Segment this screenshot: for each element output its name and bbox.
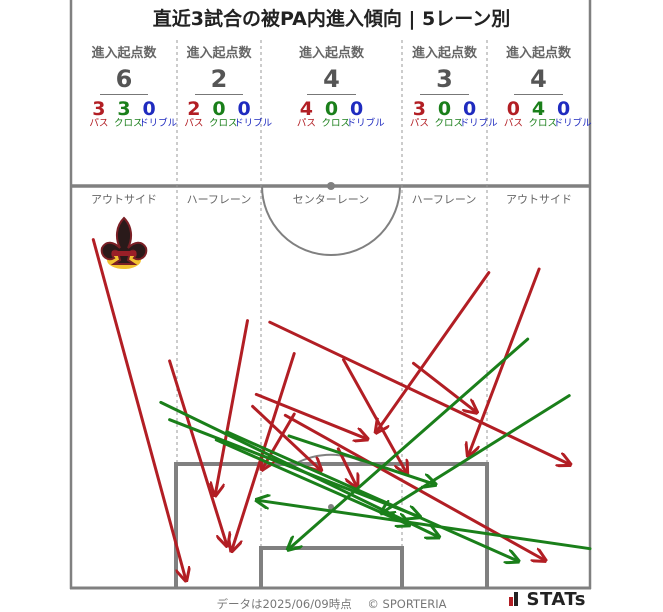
lane-3-dribble-label: ドリブル bbox=[346, 118, 385, 129]
lane-3-dribble-count: 0 bbox=[349, 98, 364, 120]
pass-arrow-6 bbox=[251, 404, 321, 469]
cross-arrow-8 bbox=[289, 337, 530, 549]
lane-name-2: ハーフレーン bbox=[186, 193, 252, 206]
lane-2-cross-label: クロス bbox=[209, 118, 238, 129]
center-spot bbox=[327, 182, 335, 190]
brand-logo: STATs bbox=[508, 589, 586, 610]
lane-3-cross-label: クロス bbox=[321, 118, 351, 129]
lane-1-cross-count: 3 bbox=[117, 98, 131, 120]
cross-arrow-3 bbox=[214, 438, 408, 525]
cross-arrow-6 bbox=[258, 500, 592, 551]
copyright: © SPORTERIA bbox=[367, 597, 447, 611]
lane-2-dribble-count: 0 bbox=[237, 98, 251, 120]
lane-2-cross-count: 0 bbox=[212, 98, 226, 120]
lane-name-5: アウトサイド bbox=[506, 193, 572, 206]
lane-header-2: 進入起点数 2 2 パス 0 クロス 0 ドリブル bbox=[177, 42, 273, 129]
pass-arrow-11 bbox=[268, 320, 569, 464]
lane-3-label: 進入起点数 bbox=[298, 46, 364, 61]
chart-title: 直近3試合の被PA内進入傾向 | 5レーン別 bbox=[152, 8, 511, 30]
pass-arrow-9 bbox=[336, 447, 356, 486]
lane-5-cross-label: クロス bbox=[528, 118, 558, 129]
lane-2-label: 進入起点数 bbox=[186, 46, 252, 61]
lane-header-4: 進入起点数 3 3 パス 0 クロス 0 ドリブル bbox=[402, 42, 498, 129]
lane-1-total: 6 bbox=[99, 65, 149, 95]
lane-4-dribble-label: ドリブル bbox=[459, 118, 498, 129]
lane-5-cross-count: 4 bbox=[531, 98, 546, 120]
pass-arrow-12 bbox=[254, 392, 366, 438]
lane-header-5: 進入起点数 4 0 パス 4 クロス 0 ドリブル bbox=[487, 42, 592, 129]
pass-arrow-14 bbox=[412, 361, 476, 411]
pass-arrow-7 bbox=[377, 271, 491, 432]
cross-arrow-7 bbox=[382, 394, 571, 513]
lane-2-pass-label: パス bbox=[184, 118, 204, 129]
lane-5-dribble-label: ドリブル bbox=[553, 118, 592, 129]
lane-header-3: 進入起点数 4 4 パス 0 クロス 0 ドリブル bbox=[261, 42, 402, 129]
lane-4-label: 進入起点数 bbox=[411, 46, 477, 61]
lane-2-pass-count: 2 bbox=[187, 98, 201, 120]
lane-1-cross-label: クロス bbox=[114, 118, 143, 129]
lane-5-label: 進入起点数 bbox=[505, 46, 571, 61]
lane-3-pass-count: 4 bbox=[299, 98, 314, 120]
lane-5-total: 4 bbox=[514, 65, 563, 95]
lane-4-pass-count: 3 bbox=[412, 98, 427, 120]
pass-arrow-1 bbox=[91, 238, 185, 580]
stats-logo-icon bbox=[508, 590, 523, 606]
lane-4-total: 3 bbox=[420, 65, 469, 95]
footer: データは2025/06/09時点 © SPORTERIA bbox=[0, 596, 663, 612]
lane-1-pass-count: 3 bbox=[92, 98, 106, 120]
penalty-spot bbox=[328, 504, 334, 510]
goal-area bbox=[259, 546, 404, 589]
lane-1-dribble-count: 0 bbox=[142, 98, 156, 120]
arrow-layer bbox=[91, 238, 592, 580]
center-circle bbox=[261, 185, 401, 256]
lane-1-label: 進入起点数 bbox=[91, 46, 157, 61]
lane-header-1: 進入起点数 6 3 パス 3 クロス 0 ドリブル bbox=[71, 42, 177, 129]
lane-2-dribble-label: ドリブル bbox=[234, 118, 273, 129]
lane-3-total: 4 bbox=[307, 65, 356, 95]
cross-arrow-4 bbox=[225, 430, 518, 561]
lane-4-pass-label: パス bbox=[409, 118, 429, 129]
lane-4-cross-count: 0 bbox=[437, 98, 452, 120]
lane-name-1: アウトサイド bbox=[91, 193, 157, 206]
lane-5-dribble-count: 0 bbox=[556, 98, 571, 120]
lane-3-pass-label: パス bbox=[296, 118, 316, 129]
lane-3-cross-count: 0 bbox=[324, 98, 339, 120]
lane-1-pass-label: パス bbox=[89, 118, 109, 129]
pass-arrow-2 bbox=[168, 359, 227, 545]
lane-name-4: ハーフレーン bbox=[411, 193, 477, 206]
fleur-de-lis-crest-icon bbox=[100, 216, 148, 269]
lane-4-dribble-count: 0 bbox=[462, 98, 477, 120]
lane-1-dribble-label: ドリブル bbox=[139, 118, 178, 129]
data-date: データは2025/06/09時点 bbox=[216, 597, 352, 611]
lane-5-pass-label: パス bbox=[503, 118, 523, 129]
brand-name: STATs bbox=[526, 589, 586, 610]
lane-2-total: 2 bbox=[194, 65, 244, 95]
lane-5-pass-count: 0 bbox=[506, 98, 521, 120]
lane-name-3: センターレーン bbox=[292, 193, 370, 206]
lane-4-cross-label: クロス bbox=[434, 118, 464, 129]
pass-arrow-3 bbox=[215, 319, 249, 495]
cross-arrow-5 bbox=[287, 434, 434, 484]
